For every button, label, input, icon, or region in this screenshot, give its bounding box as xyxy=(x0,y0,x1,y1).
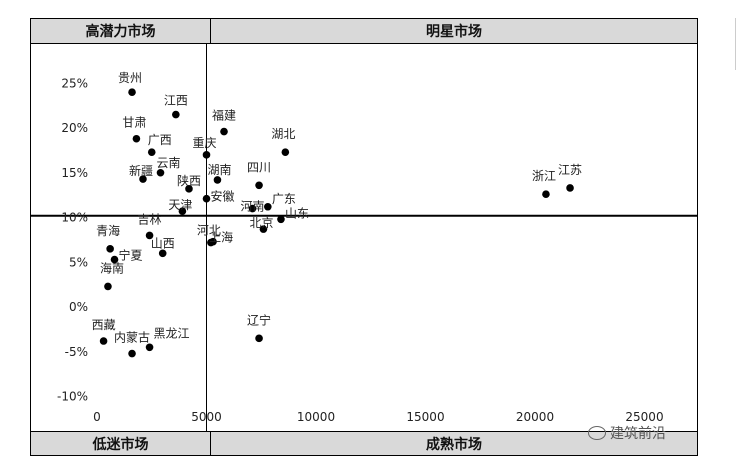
y-tick-label: -10% xyxy=(57,390,88,404)
data-point xyxy=(145,231,154,240)
point-label: 上海 xyxy=(209,230,233,245)
y-tick-label: 20% xyxy=(61,121,88,135)
point-label: 云南 xyxy=(157,155,181,170)
point-label: 吉林 xyxy=(138,212,162,226)
point-label: 安徽 xyxy=(211,189,235,204)
point-label: 浙江 xyxy=(532,169,556,183)
data-point xyxy=(209,237,217,246)
y-tick-label: -5% xyxy=(65,345,88,359)
data-point xyxy=(178,207,187,216)
data-point xyxy=(220,127,228,136)
quadrant-label-mature: 成熟市场 xyxy=(211,431,697,455)
point-label: 新疆 xyxy=(129,163,153,178)
point-label: 重庆 xyxy=(193,136,217,150)
data-point xyxy=(132,134,141,143)
x-tick-label: 20000 xyxy=(516,410,554,424)
point-label: 山西 xyxy=(151,236,175,250)
data-point xyxy=(248,204,257,213)
point-label: 海南 xyxy=(100,260,124,275)
data-point xyxy=(213,176,222,184)
y-tick-label: 10% xyxy=(61,211,88,225)
point-label: 福建 xyxy=(212,108,236,123)
quadrant-label-star: 明星市场 xyxy=(211,19,697,44)
quadrant-label-text: 明星市场 xyxy=(426,24,482,40)
y-tick-label: 0% xyxy=(69,300,88,314)
data-point xyxy=(255,334,263,343)
watermark: 建筑前沿 xyxy=(588,423,666,443)
data-point xyxy=(264,202,272,211)
data-point xyxy=(128,88,136,96)
data-point xyxy=(255,181,263,190)
point-label: 山东 xyxy=(285,206,309,220)
window-edge xyxy=(735,18,736,70)
data-point xyxy=(281,148,290,156)
data-point xyxy=(158,249,167,258)
point-label: 贵州 xyxy=(118,71,142,85)
point-label: 西藏 xyxy=(92,318,116,332)
data-point xyxy=(145,343,154,352)
point-label: 甘肃 xyxy=(122,116,146,130)
x-tick-label: 5000 xyxy=(191,410,222,424)
x-tick-label: 15000 xyxy=(406,410,444,424)
y-tick-label: 15% xyxy=(61,166,88,180)
point-label: 河南 xyxy=(240,199,264,214)
point-label: 广西 xyxy=(148,133,172,147)
point-label: 宁夏 xyxy=(119,248,143,263)
point-label: 天津 xyxy=(168,198,192,212)
quadrant-label-text: 成熟市场 xyxy=(426,436,482,453)
data-point xyxy=(202,194,211,203)
point-label: 湖北 xyxy=(271,126,295,141)
quadrant-label-sluggish: 低迷市场 xyxy=(31,431,211,455)
x-tick-label: 0 xyxy=(93,410,101,424)
point-label: 湖南 xyxy=(207,162,231,177)
data-point xyxy=(277,215,285,224)
quadrant-label-text: 低迷市场 xyxy=(92,436,149,453)
point-label: 四川 xyxy=(247,160,271,174)
data-point xyxy=(202,151,211,159)
data-point xyxy=(106,245,114,253)
y-tick-label: 5% xyxy=(69,255,88,269)
quadrant-label-high-potential: 高潜力市场 xyxy=(31,19,211,44)
data-point xyxy=(99,337,108,345)
data-point xyxy=(128,349,136,358)
point-label: 内蒙古 xyxy=(114,330,150,345)
data-point xyxy=(104,282,112,291)
y-tick-label: 25% xyxy=(61,76,88,90)
data-point xyxy=(172,110,180,119)
x-tick-label: 25000 xyxy=(625,410,663,424)
point-label: 广东 xyxy=(272,192,296,206)
chart-frame: 高潜力市场 明星市场 低迷市场 成熟市场 xyxy=(30,18,698,456)
point-label: 北京 xyxy=(249,216,273,230)
data-point xyxy=(259,225,268,233)
wechat-icon xyxy=(588,426,606,440)
point-label: 黑龙江 xyxy=(154,326,190,340)
point-label: 青海 xyxy=(96,223,120,238)
point-label: 辽宁 xyxy=(247,312,271,327)
data-point xyxy=(110,255,119,264)
data-point xyxy=(566,184,574,192)
quadrant-label-text: 高潜力市场 xyxy=(85,24,156,40)
watermark-text: 建筑前沿 xyxy=(610,426,666,442)
data-point xyxy=(139,175,147,183)
x-tick-label: 10000 xyxy=(297,410,335,424)
data-point xyxy=(147,148,156,156)
data-point xyxy=(542,190,550,199)
point-label: 江苏 xyxy=(558,163,582,177)
point-label: 河北 xyxy=(197,224,221,238)
data-point xyxy=(185,185,193,193)
data-point xyxy=(156,168,165,177)
point-label: 江西 xyxy=(164,94,188,108)
point-label: 陕西 xyxy=(177,173,201,188)
